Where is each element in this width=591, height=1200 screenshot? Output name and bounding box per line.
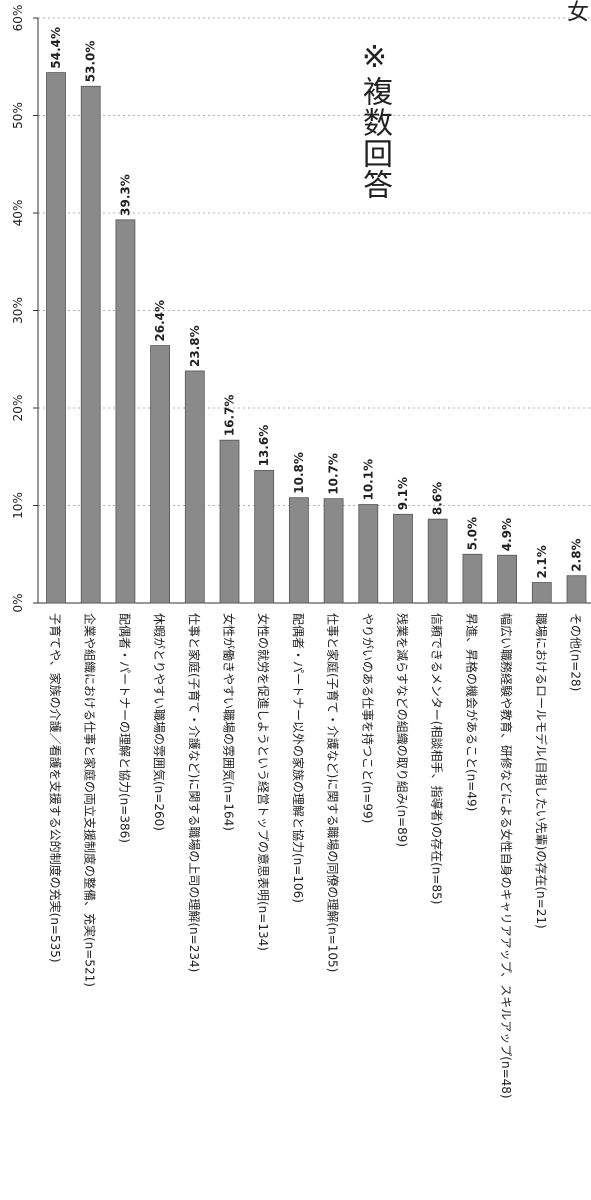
y-tick-label: 10% xyxy=(11,492,25,519)
y-tick-label: 50% xyxy=(11,102,25,129)
category-label: 昇進、昇格の機会があること(n=49) xyxy=(464,613,479,811)
category-labels: 子育てや、家族の介護／看護を支援する公的制度の充実(n=535) 企業や組織におけ… xyxy=(48,613,583,1099)
value-label: 23.8% xyxy=(188,325,202,367)
value-label: 39.3% xyxy=(118,174,132,216)
bar xyxy=(323,498,344,604)
value-label: 10.1% xyxy=(361,459,375,501)
category-label: 仕事と家庭(子育て・介護など)に関する職場の同僚の理解(n=105) xyxy=(326,613,341,972)
category-label: やりがいのある仕事を持つこと(n=99) xyxy=(360,613,375,823)
value-label: 13.6% xyxy=(257,425,271,467)
bar xyxy=(184,370,205,604)
value-labels: 54.4% 53.0% 39.3% 26.4% 23.8% 16.7% 13.6% 10.8%… xyxy=(49,27,584,579)
value-label: 26.4% xyxy=(153,300,167,342)
value-label: 2.8% xyxy=(570,538,584,571)
bar xyxy=(288,497,309,604)
category-label: 女性の就労を促進しようという経営トップの意思表明(n=134) xyxy=(256,613,271,951)
value-label: 2.1% xyxy=(535,545,549,578)
category-label: 職場におけるロールモデル(目指したい先輩)の存在(n=21) xyxy=(534,613,549,929)
bar xyxy=(254,469,275,604)
bar xyxy=(46,72,66,604)
value-label: 4.9% xyxy=(500,518,514,551)
category-label: その他(n=28) xyxy=(569,613,583,691)
y-tick-label: 20% xyxy=(11,395,25,422)
y-tick-label: 60% xyxy=(11,5,25,32)
category-label: 子育てや、家族の介護／看護を支援する公的制度の充実(n=535) xyxy=(48,613,63,963)
category-label: 幅広い職務経験や教育、研修などによる女性自身のキャリアアップ、スキルアップ(n=… xyxy=(499,613,514,1099)
bar xyxy=(219,439,240,604)
value-label: 5.0% xyxy=(465,517,479,550)
category-label: 休暇がとりやすい職場の雰囲気(n=260) xyxy=(152,613,167,831)
bar xyxy=(566,575,587,604)
bar xyxy=(531,582,552,604)
bar xyxy=(427,518,448,604)
category-label: 仕事と家庭(子育て・介護など)に関する職場の上司の理解(n=234) xyxy=(187,613,202,972)
category-label: 残業を減らすなどの組織の取り組み(n=89) xyxy=(395,613,410,847)
value-label: 8.6% xyxy=(431,482,445,515)
value-label: 10.7% xyxy=(327,453,341,495)
value-label: 9.1% xyxy=(396,477,410,510)
bar xyxy=(150,345,171,604)
category-label: 配偶者・パートナー以外の家族の理解と協力(n=106) xyxy=(291,613,306,903)
value-label: 10.8% xyxy=(292,452,306,494)
category-label: 配偶者・パートナーの理解と協力(n=386) xyxy=(117,613,132,843)
bar xyxy=(80,85,101,604)
y-tick-label: 30% xyxy=(11,297,25,324)
multiple-answer-note: ※複数回答 xyxy=(357,40,392,200)
y-tick-label: 40% xyxy=(11,200,25,227)
category-label: 女性が働きやすい職場の雰囲気(n=164) xyxy=(222,613,237,831)
bar xyxy=(497,554,518,604)
category-label: 企業や組織における仕事と家庭の両立支援制度の整備、充実(n=521) xyxy=(83,613,98,987)
y-tick-label: 0% xyxy=(11,593,25,612)
bar xyxy=(462,553,483,604)
bar xyxy=(393,513,413,604)
value-label: 53.0% xyxy=(84,41,98,83)
bar xyxy=(358,504,379,604)
bars xyxy=(46,72,587,604)
value-label: 16.7% xyxy=(223,395,237,437)
corner-text: 女 xyxy=(563,0,588,22)
bar xyxy=(115,219,136,604)
category-label: 信頼できるメンター(相談相手、指導者)の存在(n=85) xyxy=(430,613,445,904)
value-label: 54.4% xyxy=(49,27,63,69)
